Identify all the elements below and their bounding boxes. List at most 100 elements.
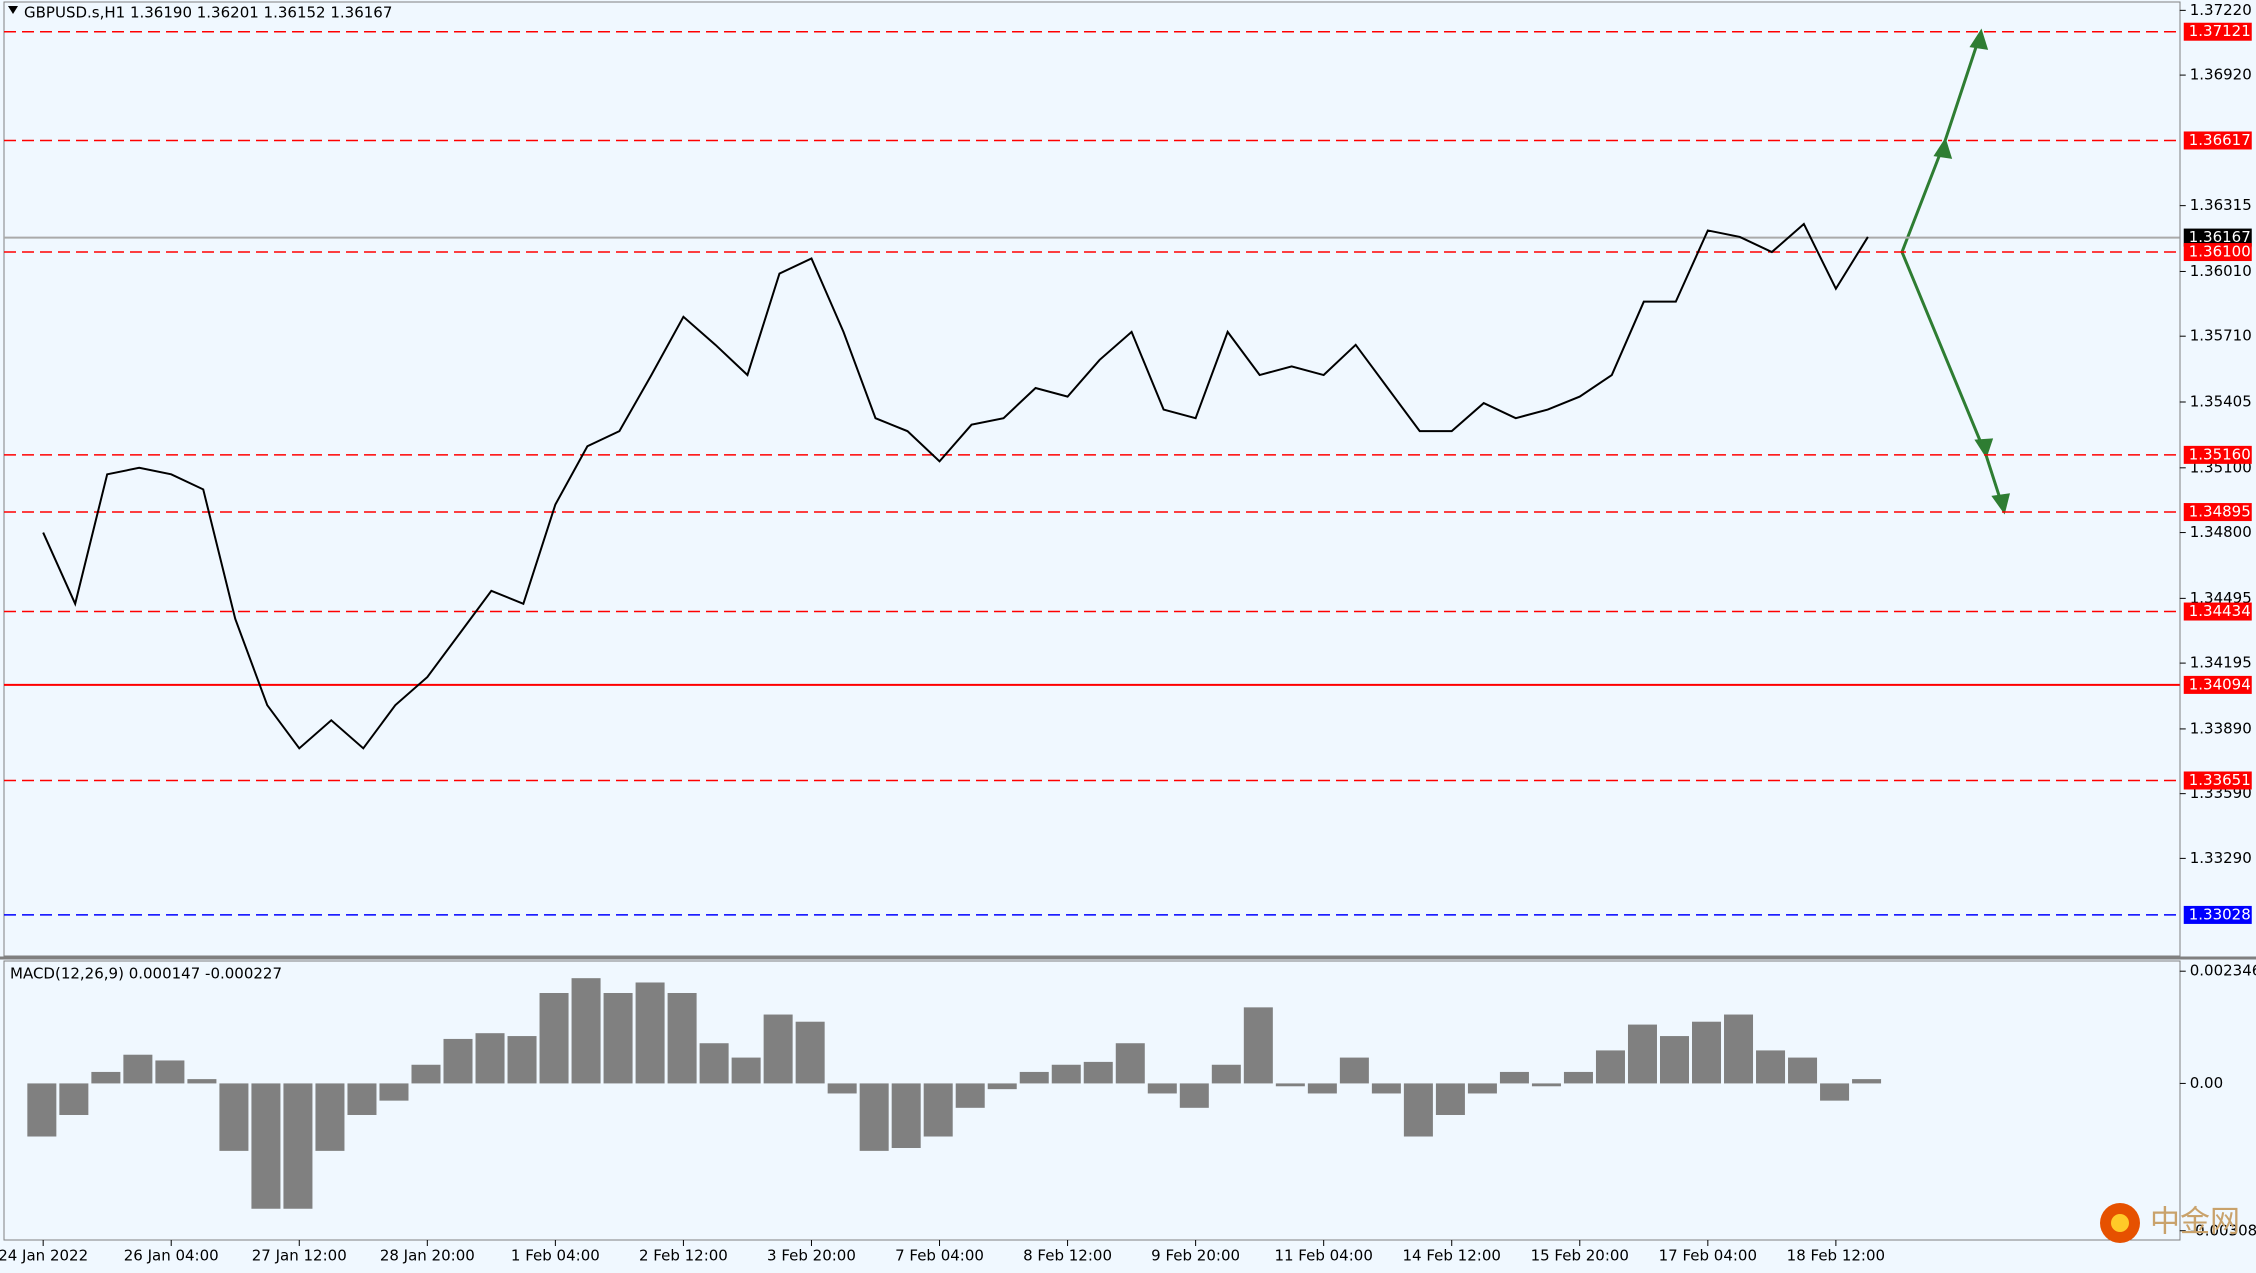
macd-bar xyxy=(1051,1064,1081,1084)
macd-bar xyxy=(475,1033,505,1084)
menu-arrow[interactable] xyxy=(8,6,18,14)
y-tick-label: 1.36315 xyxy=(2190,196,2252,214)
y-tick-label: 0.002346 xyxy=(2190,962,2256,980)
x-tick-label: 26 Jan 04:00 xyxy=(124,1247,219,1265)
y-tick-label: 1.34495 xyxy=(2190,589,2252,607)
macd-bar xyxy=(91,1071,121,1084)
level-label: 1.34094 xyxy=(2189,675,2251,693)
y-tick-label: 1.37220 xyxy=(2190,1,2252,19)
macd-bar xyxy=(731,1057,761,1084)
level-label: 1.35160 xyxy=(2189,445,2251,463)
macd-bar xyxy=(1756,1050,1786,1084)
x-tick-label: 27 Jan 12:00 xyxy=(252,1247,347,1265)
x-tick-label: 11 Feb 04:00 xyxy=(1274,1247,1372,1265)
macd-bar xyxy=(1083,1061,1113,1084)
y-tick-label: -0.00308 xyxy=(2190,1221,2256,1239)
macd-bar xyxy=(507,1036,537,1084)
x-tick-label: 1 Feb 04:00 xyxy=(511,1247,600,1265)
macd-bar xyxy=(1595,1050,1625,1084)
x-tick-label: 17 Feb 04:00 xyxy=(1659,1247,1757,1265)
macd-bar xyxy=(539,993,569,1084)
x-tick-label: 8 Feb 12:00 xyxy=(1023,1247,1112,1265)
macd-bar xyxy=(27,1083,57,1137)
macd-bar xyxy=(1627,1024,1657,1084)
macd-bar xyxy=(1179,1083,1209,1108)
macd-bar xyxy=(1307,1083,1337,1094)
level-tag xyxy=(2183,228,2252,247)
macd-bar xyxy=(443,1038,473,1084)
macd-bar xyxy=(603,993,633,1084)
macd-bar xyxy=(891,1083,921,1148)
y-tick-label: 1.36010 xyxy=(2190,262,2252,280)
level-label: 1.37121 xyxy=(2189,22,2251,40)
chart-title: GBPUSD.s,H1 1.36190 1.36201 1.36152 1.36… xyxy=(24,4,392,22)
macd-bar xyxy=(219,1083,249,1151)
level-tag xyxy=(2183,602,2252,621)
macd-bar xyxy=(1403,1083,1433,1137)
macd-bar xyxy=(635,982,665,1084)
level-label: 1.36100 xyxy=(2189,243,2251,261)
macd-bar xyxy=(251,1083,281,1209)
macd-bar xyxy=(1692,1021,1722,1084)
macd-bar xyxy=(763,1014,793,1084)
level-tag xyxy=(2183,771,2252,790)
watermark: 中金网 xyxy=(2100,1203,2240,1243)
macd-bar xyxy=(1788,1057,1818,1084)
macd-bar xyxy=(1115,1043,1145,1084)
level-tag xyxy=(2183,22,2252,41)
level-tag xyxy=(2183,675,2252,694)
macd-bar xyxy=(987,1083,1017,1090)
macd-bar xyxy=(667,993,697,1084)
y-tick-label: 1.33890 xyxy=(2190,719,2252,737)
x-tick-label: 15 Feb 20:00 xyxy=(1531,1247,1629,1265)
macd-title: MACD(12,26,9) 0.000147 -0.000227 xyxy=(10,965,282,983)
macd-bar xyxy=(795,1021,825,1084)
macd-bar xyxy=(411,1064,441,1084)
price-line xyxy=(42,222,1869,750)
level-tag xyxy=(2183,905,2252,924)
macd-bar xyxy=(1019,1071,1049,1084)
x-tick-label: 18 Feb 12:00 xyxy=(1787,1247,1885,1265)
macd-bar xyxy=(859,1083,889,1151)
price-panel xyxy=(3,1,2181,957)
macd-bar xyxy=(1467,1083,1497,1094)
macd-bar xyxy=(1371,1083,1401,1094)
arrow-head xyxy=(1974,438,1994,459)
macd-bar xyxy=(1499,1071,1529,1084)
macd-bar xyxy=(283,1083,313,1209)
macd-bar xyxy=(1243,1007,1273,1084)
macd-bar xyxy=(123,1054,153,1084)
macd-bar xyxy=(955,1083,985,1108)
level-tag xyxy=(2183,131,2252,150)
y-tick-label: 1.33290 xyxy=(2190,849,2252,867)
y-tick-label: 1.36920 xyxy=(2190,66,2252,84)
x-tick-label: 14 Feb 12:00 xyxy=(1403,1247,1501,1265)
level-tag xyxy=(2183,243,2252,262)
arrow-head xyxy=(1991,493,2010,515)
macd-bar xyxy=(923,1083,953,1137)
level-label: 1.34895 xyxy=(2189,503,2251,521)
macd-bar xyxy=(155,1060,185,1084)
x-tick-label: 28 Jan 20:00 xyxy=(380,1247,475,1265)
macd-bar xyxy=(1339,1057,1369,1084)
macd-bar xyxy=(571,978,601,1084)
macd-bar xyxy=(1563,1071,1593,1084)
level-tag xyxy=(2183,503,2252,522)
x-tick-label: 9 Feb 20:00 xyxy=(1151,1247,1240,1265)
macd-bar xyxy=(1211,1064,1241,1084)
x-tick-label: 24 Jan 2022 xyxy=(0,1247,88,1265)
level-label: 1.33651 xyxy=(2189,771,2251,789)
macd-bar xyxy=(347,1083,377,1115)
macd-bar xyxy=(1820,1083,1850,1101)
macd-bar xyxy=(1724,1014,1754,1084)
watermark-text: 中金网 xyxy=(2150,1205,2240,1240)
level-label: 1.34434 xyxy=(2189,602,2251,620)
level-tag xyxy=(2183,445,2252,464)
macd-bar xyxy=(1659,1036,1689,1084)
y-tick-label: 1.35710 xyxy=(2190,327,2252,345)
y-tick-label: 1.35405 xyxy=(2190,393,2252,411)
macd-panel xyxy=(3,960,2181,1241)
macd-bar xyxy=(379,1083,409,1101)
level-label: 1.33028 xyxy=(2189,905,2251,923)
